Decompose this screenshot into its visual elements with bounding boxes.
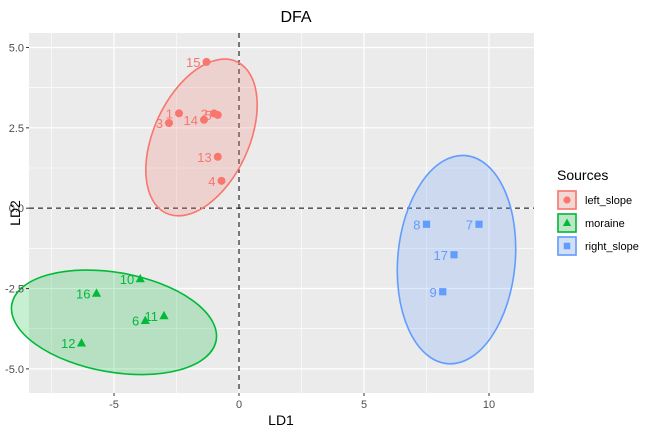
left_slope-point-4 bbox=[217, 176, 226, 185]
reference-lines bbox=[29, 33, 534, 393]
moraine-label-16: 16 bbox=[76, 286, 90, 301]
right_slope-point-7 bbox=[475, 220, 483, 228]
x-tick-label: 10 bbox=[483, 399, 495, 411]
left_slope-point-3 bbox=[165, 119, 173, 127]
x-axis-title: LD1 bbox=[268, 412, 294, 428]
confidence-ellipses bbox=[10, 58, 517, 376]
right_slope-point-9 bbox=[439, 288, 447, 296]
left_slope-point-5 bbox=[213, 110, 222, 119]
left_slope-point-15 bbox=[202, 57, 211, 66]
left_slope-label-1: 1 bbox=[166, 106, 173, 121]
y-tick-label: 2.5 bbox=[9, 123, 24, 135]
y-tick-label: 0.0 bbox=[9, 203, 24, 215]
y-axis-ticks: -5.0 -2.5 0.0 2.5 5.0 bbox=[5, 42, 29, 376]
left_slope-label-13: 13 bbox=[197, 150, 211, 165]
right_slope-legend-marker bbox=[563, 242, 571, 250]
moraine-point-16 bbox=[91, 288, 102, 297]
moraine-label-11: 11 bbox=[145, 309, 159, 324]
moraine-label-10: 10 bbox=[120, 272, 134, 287]
right_slope-ellipse bbox=[396, 154, 517, 365]
moraine-point-12 bbox=[76, 338, 87, 347]
x-tick-label: 5 bbox=[361, 399, 367, 411]
moraine-label-12: 12 bbox=[61, 336, 75, 351]
y-tick-label: -5.0 bbox=[5, 364, 24, 376]
left_slope-point-14 bbox=[200, 115, 208, 124]
right_slope-point-8 bbox=[422, 220, 431, 228]
left_slope-legend-label: left_slope bbox=[585, 195, 632, 207]
moraine-legend-marker bbox=[562, 218, 572, 227]
chart-title: DFA bbox=[280, 9, 311, 26]
right_slope-point-17 bbox=[450, 251, 458, 259]
left_slope-point-13 bbox=[213, 152, 222, 161]
right_slope-label-8: 8 bbox=[413, 217, 420, 232]
left_slope-label-5: 5 bbox=[205, 108, 212, 123]
x-tick-label: -5 bbox=[109, 399, 119, 411]
x-axis-ticks: -5 0 5 10 bbox=[109, 393, 495, 411]
y-axis-title: LD2 bbox=[7, 200, 23, 226]
left_slope-legend-marker bbox=[563, 196, 571, 204]
left_slope-ellipse bbox=[145, 58, 258, 217]
right_slope-label-17: 17 bbox=[434, 248, 448, 263]
moraine-point-11 bbox=[159, 310, 169, 320]
left_slope-label-15: 15 bbox=[186, 55, 200, 70]
moraine-label-6: 6 bbox=[132, 314, 139, 329]
moraine-ellipse bbox=[10, 269, 218, 376]
left_slope-point-1 bbox=[175, 109, 183, 118]
y-tick-label: 5.0 bbox=[9, 42, 24, 54]
moraine-point-10 bbox=[135, 273, 145, 283]
right_slope-label-7: 7 bbox=[466, 217, 473, 232]
legend-title: Sources bbox=[557, 167, 608, 183]
y-tick-label: -2.5 bbox=[5, 284, 24, 296]
x-tick-label: 0 bbox=[236, 399, 242, 411]
right_slope-label-9: 9 bbox=[430, 285, 437, 300]
left_slope-label-3: 3 bbox=[156, 116, 163, 131]
left_slope-label-14: 14 bbox=[184, 113, 198, 128]
left_slope-label-2: 2 bbox=[201, 106, 208, 121]
moraine-legend-label: moraine bbox=[585, 218, 625, 230]
left_slope-label-4: 4 bbox=[208, 174, 215, 189]
right_slope-legend-label: right_slope bbox=[585, 241, 639, 253]
plot-panel-background bbox=[29, 33, 534, 393]
moraine-point-6 bbox=[140, 315, 150, 325]
